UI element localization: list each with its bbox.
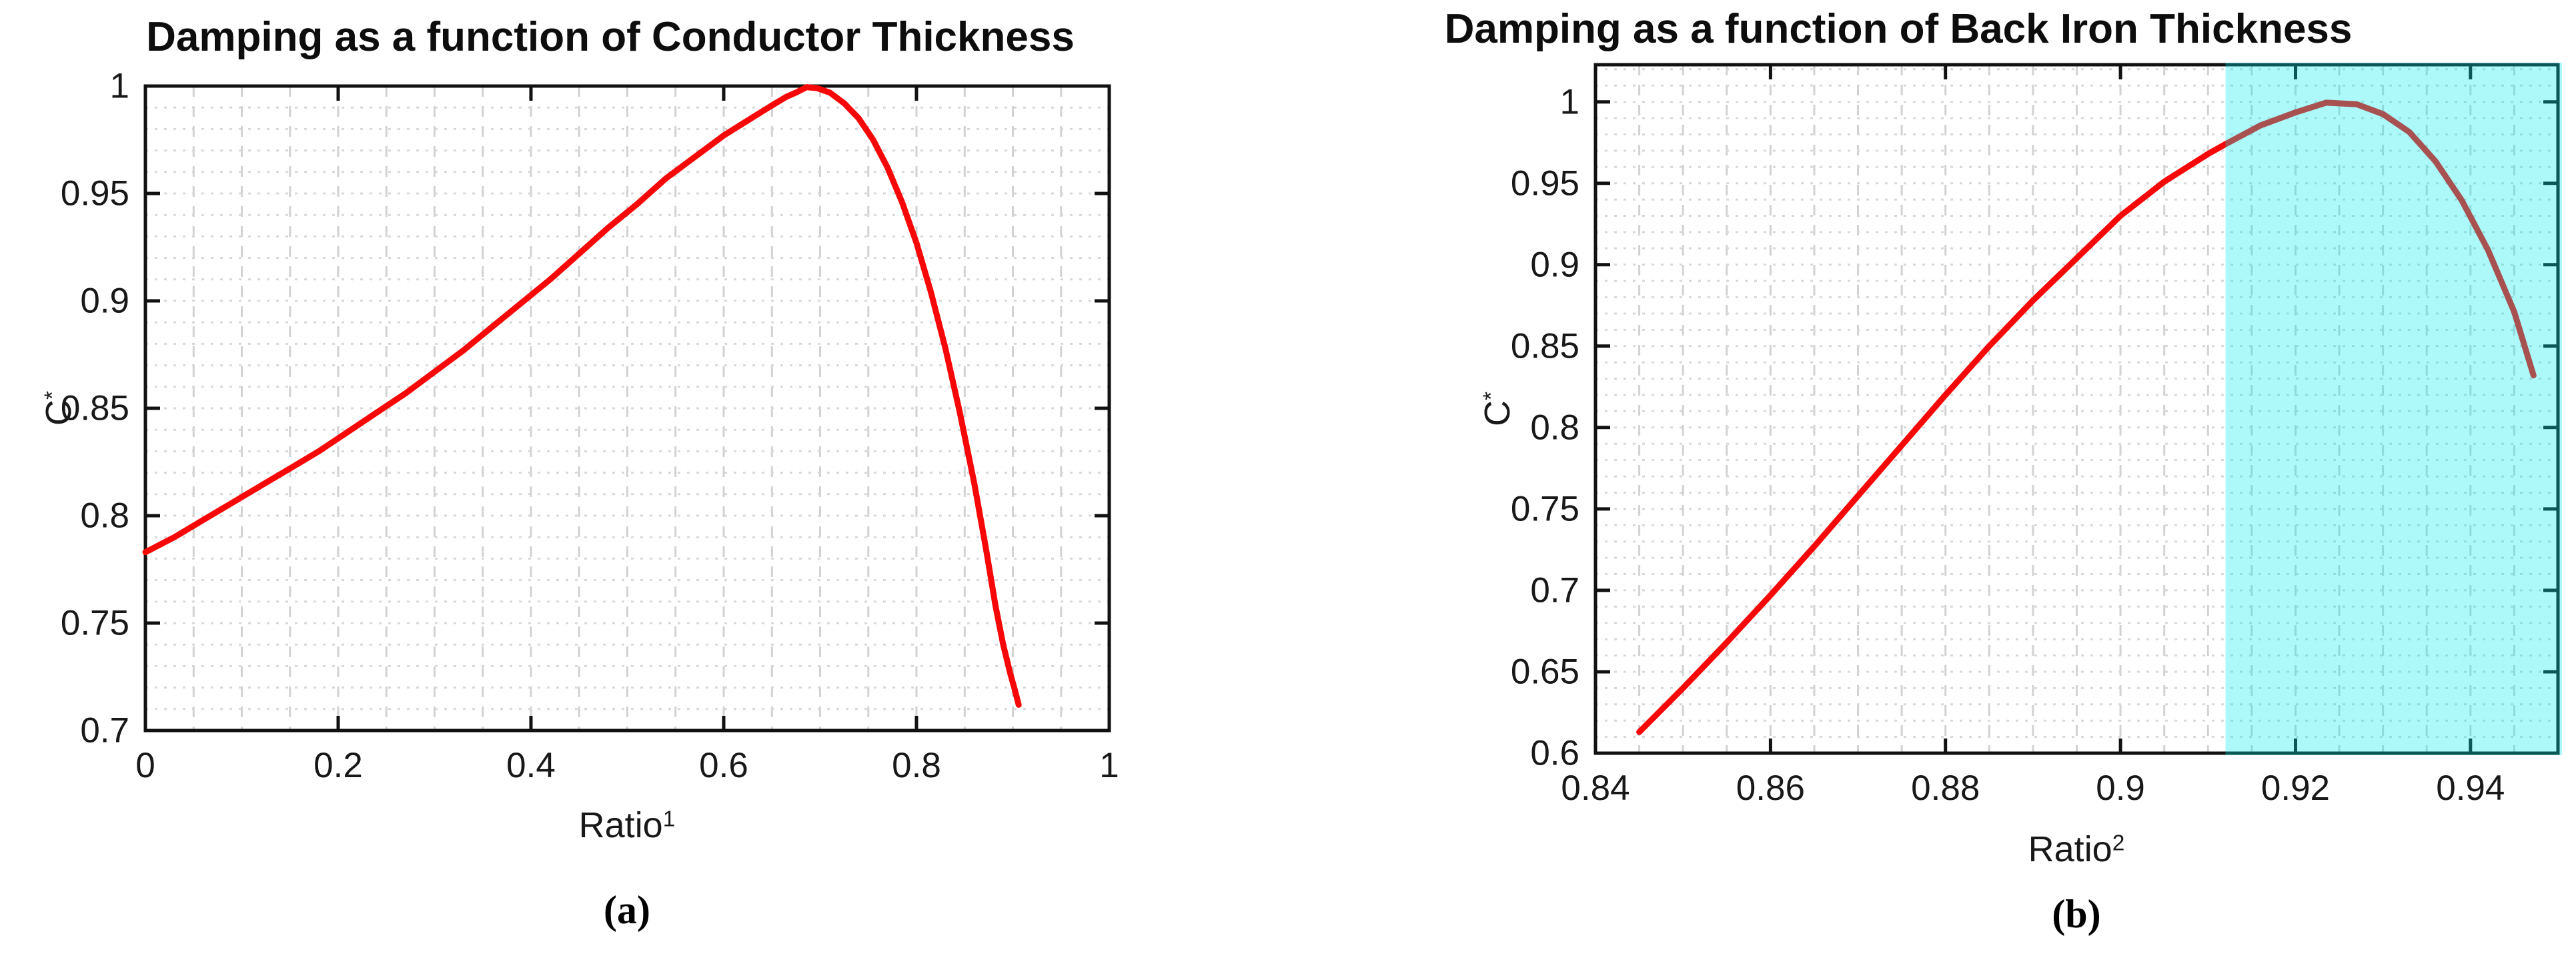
y-tick-label-a: 0.7 — [80, 710, 129, 751]
damping-curve-a — [142, 84, 1022, 708]
chart-a-x-axis-label: Ratio1 — [579, 805, 676, 846]
x-tick-label-b: 0.9 — [2096, 769, 2145, 808]
y-tick-label-b: 0.95 — [1510, 163, 1579, 203]
tick-marks-b — [1593, 65, 2558, 755]
y-tick-label-a: 0.85 — [60, 388, 129, 428]
x-tick-label-a: 1 — [1099, 746, 1119, 785]
x-tick-label-b: 0.84 — [1561, 769, 1630, 808]
chart-b-caption: (b) — [2052, 892, 2101, 936]
chart-b-x-axis-label-sup: 2 — [2112, 831, 2125, 856]
x-tick-label-a: 0.2 — [313, 746, 363, 785]
chart-a-plot-area — [142, 84, 1111, 733]
x-tick-label-b: 0.86 — [1736, 769, 1805, 808]
y-tick-label-a: 0.9 — [80, 281, 129, 321]
y-tick-label-b: 1 — [1559, 82, 1579, 122]
y-tick-label-b: 0.7 — [1530, 570, 1579, 610]
y-tick-label-b: 0.85 — [1510, 326, 1579, 366]
y-tick-label-b: 0.8 — [1530, 408, 1579, 448]
y-tick-label-b: 0.9 — [1530, 245, 1579, 285]
chart-b-title: Damping as a function of Back Iron Thick… — [1444, 6, 2353, 52]
damping-curve-b — [1636, 99, 2537, 735]
tick-marks-a — [143, 84, 1111, 733]
x-tick-label-a: 0.4 — [506, 746, 556, 785]
y-tick-label-b: 0.6 — [1530, 733, 1579, 773]
chart-a-panel: Damping as a function of Conductor Thick… — [0, 0, 1221, 954]
x-tick-label-b: 0.94 — [2436, 769, 2505, 808]
x-tick-label-a: 0 — [135, 746, 155, 785]
chart-b-plot-area — [1593, 63, 2562, 755]
minor-grid-x-b — [1638, 65, 2515, 753]
chart-a-x-axis-label-base: Ratio — [578, 805, 663, 845]
chart-b-panel: Damping as a function of Back Iron Thick… — [1221, 0, 2576, 954]
axes-box-b — [1593, 63, 2560, 755]
y-tick-label-a: 0.8 — [80, 496, 129, 536]
x-tick-label-a: 0.6 — [699, 746, 748, 785]
chart-b-x-axis-label-base: Ratio — [2028, 829, 2112, 869]
x-tick-label-b: 0.88 — [1911, 769, 1980, 808]
chart-a-title: Damping as a function of Conductor Thick… — [146, 14, 1075, 60]
y-tick-label-a: 0.95 — [60, 173, 129, 213]
chart-b-y-axis-label-sup: * — [1479, 391, 1504, 401]
y-tick-label-a: 0.75 — [60, 603, 129, 643]
y-tick-label-b: 0.65 — [1510, 652, 1579, 692]
x-tick-label-a: 0.8 — [892, 746, 941, 785]
x-tick-label-b: 0.92 — [2261, 769, 2331, 808]
chart-a-caption: (a) — [604, 888, 650, 932]
y-tick-label-a: 1 — [109, 66, 129, 106]
y-tick-label-b: 0.75 — [1510, 489, 1579, 529]
chart-a-x-axis-label-sup: 1 — [662, 807, 676, 832]
chart-b-x-axis-label: Ratio2 — [2028, 829, 2125, 870]
optimal-region-highlight — [2225, 63, 2562, 755]
